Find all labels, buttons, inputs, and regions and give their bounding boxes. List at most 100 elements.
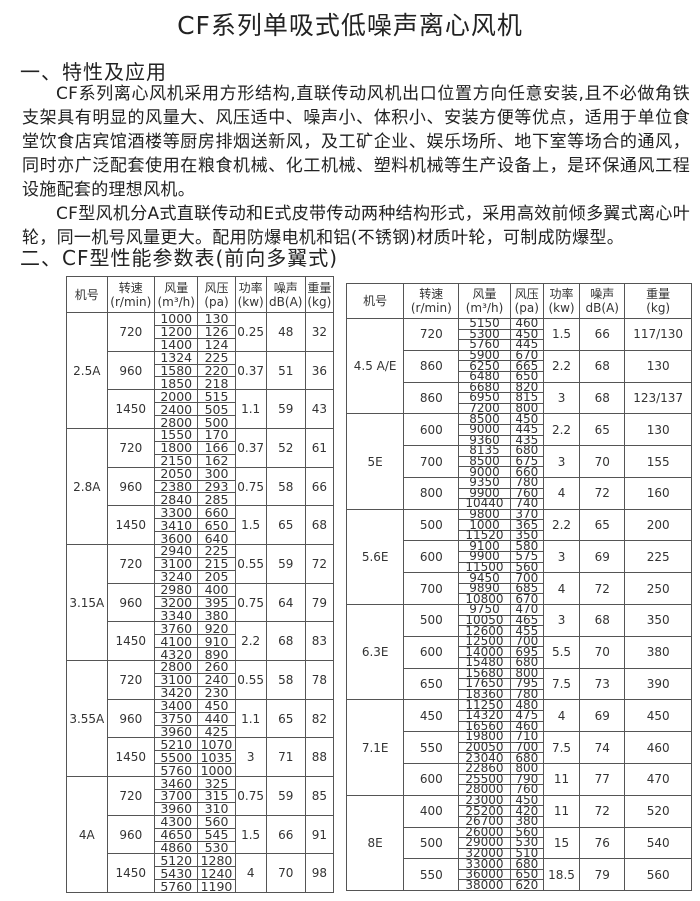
pressure-cell: 1240 xyxy=(197,866,236,881)
column-header-label: 重量 xyxy=(307,280,332,295)
speed-cell: 720 xyxy=(106,312,155,352)
column-header: 功率 (kw) xyxy=(234,276,267,313)
paragraph-structure: CF型风机分A式直联传动和E式皮带传动两种结构形式，采用高效前倾多翼式离心叶轮，… xyxy=(22,204,690,248)
header-row: 机号 转速 (r/min) 风量 (m³/h) 风压 (pa) 功率 (kw) 噪声 dB(A) 重量… xyxy=(66,276,335,313)
noise-cell: 58 xyxy=(265,466,306,507)
table-row: 860 6680 820 3 68 123/137 xyxy=(347,381,692,415)
column-header-unit: (kg) xyxy=(307,294,332,309)
table-row: 600 12500 700 5.5 70 380 xyxy=(347,635,692,669)
speed-cell: 960 xyxy=(106,698,155,739)
table-row: 1580 220 xyxy=(67,363,334,378)
power-cell: 5.5 xyxy=(542,635,581,669)
table-row: 38000 620 xyxy=(347,879,692,892)
column-header: 转速 (r/min) xyxy=(403,283,460,319)
weight-cell: 470 xyxy=(624,762,692,796)
column-header-label: 功率 xyxy=(238,280,263,295)
flow-cell: 5120 xyxy=(153,853,199,868)
column-header-label: 功率 xyxy=(549,287,574,301)
column-header-label: 转速 xyxy=(419,287,444,301)
speed-cell: 500 xyxy=(403,604,460,637)
weight-cell: 91 xyxy=(304,814,335,855)
table-row: 1450 3300 660 1.5 65 68 xyxy=(67,505,335,546)
noise-cell: 76 xyxy=(579,826,626,860)
speed-cell: 500 xyxy=(403,826,460,860)
pressure-cell: 380 xyxy=(197,608,236,623)
flow-cell: 2800 xyxy=(153,415,199,430)
model-cell: 2.8A xyxy=(66,428,108,546)
table-row: 7.1E 450 11250 480 4 69 450 xyxy=(345,699,692,796)
speed-cell: 600 xyxy=(403,635,460,669)
power-cell: 15 xyxy=(542,826,581,860)
weight-cell: 66 xyxy=(304,466,335,507)
flow-cell: 6250 xyxy=(458,360,511,372)
flow-cell: 5900 xyxy=(458,349,511,362)
table-row: 2.8A 720 1550 170 0.37 52 61 xyxy=(66,428,335,546)
power-cell: 4 xyxy=(234,853,267,894)
pressure-cell: 435 xyxy=(509,434,544,447)
pressure-cell: 1035 xyxy=(197,750,236,765)
column-header-unit: dB(A) xyxy=(585,301,619,315)
model-cell: 6.3E xyxy=(345,604,405,701)
weight-cell: 160 xyxy=(624,476,692,510)
flow-cell: 6680 xyxy=(458,381,511,394)
weight-cell: 250 xyxy=(624,572,692,606)
speed-cell: 600 xyxy=(403,762,460,796)
table-row: 2150 162 xyxy=(67,453,334,468)
pressure-cell: 1190 xyxy=(197,879,236,894)
model-cell: 5.6E xyxy=(345,508,405,606)
noise-cell: 72 xyxy=(579,794,626,828)
noise-cell: 65 xyxy=(579,508,626,542)
power-cell: 1.1 xyxy=(234,389,267,430)
table-row: 4A 720 3460 325 0.75 59 85 xyxy=(66,776,335,894)
weight-cell: 130 xyxy=(624,349,692,383)
column-header-label: 噪声 xyxy=(273,280,298,295)
table-row: 960 2050 300 0.75 58 66 xyxy=(67,466,335,507)
noise-cell: 70 xyxy=(579,445,626,478)
performance-table-left: 机号 转速 (r/min) 风量 (m³/h) 风压 (pa) 功率 (kw) 噪声 dB(A) 重量… xyxy=(66,276,335,894)
table-row: 600 22860 800 11 77 470 xyxy=(347,762,692,796)
table-row: 4860 530 xyxy=(67,840,334,855)
flow-cell: 5150 xyxy=(458,318,511,330)
power-cell: 2.2 xyxy=(542,508,581,542)
pressure-cell: 1280 xyxy=(197,853,236,868)
table-row: 960 4300 560 1.5 66 91 xyxy=(67,814,335,855)
column-header-unit: (kw) xyxy=(237,294,264,309)
table-row: 1450 2000 515 1.1 59 43 xyxy=(67,389,335,430)
column-header-label: 风压 xyxy=(204,280,229,295)
table-row: 3960 310 xyxy=(67,801,334,816)
power-cell: 0.55 xyxy=(234,660,267,700)
power-cell: 11 xyxy=(542,794,581,828)
column-header-unit: (r/min) xyxy=(110,294,152,309)
flow-cell: 8135 xyxy=(458,445,511,457)
table-row: 800 9350 780 4 72 160 xyxy=(347,476,692,510)
column-header-label: 风量 xyxy=(164,280,189,295)
flow-cell: 8500 xyxy=(458,413,511,425)
flow-cell: 8500 xyxy=(458,455,511,468)
pressure-cell: 500 xyxy=(197,415,236,430)
speed-cell: 1450 xyxy=(106,505,155,546)
column-header-unit: (r/min) xyxy=(410,301,452,315)
weight-cell: 225 xyxy=(624,540,692,574)
power-cell: 4 xyxy=(542,476,581,510)
column-header-unit: (m³/h) xyxy=(465,301,504,315)
pressure-cell: 230 xyxy=(197,685,236,700)
table-row: 3240 205 xyxy=(67,569,334,584)
flow-cell: 1550 xyxy=(153,428,199,442)
weight-cell: 85 xyxy=(304,776,335,816)
flow-cell: 4320 xyxy=(153,647,199,662)
speed-cell: 1450 xyxy=(106,737,155,778)
weight-cell: 88 xyxy=(304,737,335,778)
noise-cell: 52 xyxy=(265,428,306,468)
noise-cell: 48 xyxy=(265,312,306,352)
model-cell: 4.5 A/E xyxy=(345,317,405,415)
flow-cell: 9000 xyxy=(458,466,511,478)
table-row: 6950 815 xyxy=(347,392,692,404)
table-row: 10440 740 xyxy=(347,498,692,510)
table-row: 700 9450 700 4 72 250 xyxy=(347,572,692,606)
pressure-cell: 450 xyxy=(509,328,544,341)
pressure-cell: 293 xyxy=(197,479,236,494)
flow-cell: 5500 xyxy=(153,750,199,765)
flow-cell: 1580 xyxy=(153,363,199,378)
noise-cell: 73 xyxy=(579,667,626,701)
flow-cell: 9900 xyxy=(458,487,511,500)
